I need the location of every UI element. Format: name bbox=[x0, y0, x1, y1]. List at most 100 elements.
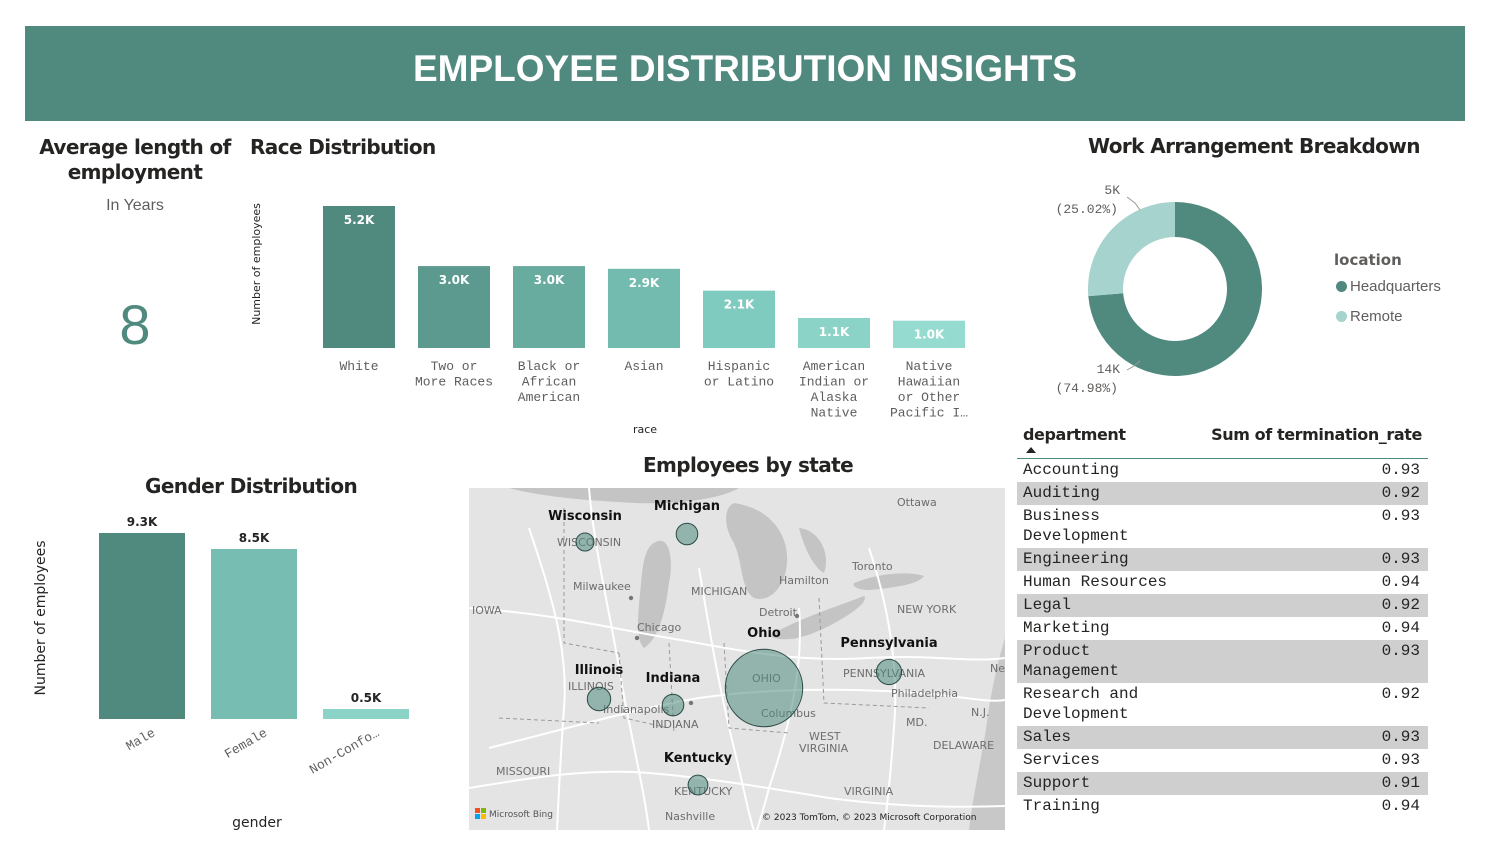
state-label: Indiana bbox=[646, 671, 701, 686]
gender-bar[interactable] bbox=[99, 533, 185, 719]
cell-department-line: Auditing bbox=[1023, 484, 1100, 502]
race-data-label: 1.0K bbox=[914, 328, 945, 342]
donut-label-value: 14K bbox=[1097, 362, 1121, 377]
column-header-department[interactable]: department bbox=[1023, 425, 1126, 444]
race-tick-label: Asian bbox=[624, 359, 663, 374]
legend-item-headquarters[interactable]: Headquarters bbox=[1336, 278, 1441, 295]
logo-square bbox=[475, 808, 480, 813]
race-data-label: 3.0K bbox=[439, 273, 470, 287]
donut-leader-line bbox=[1126, 196, 1141, 211]
bing-logo bbox=[475, 808, 486, 819]
cell-department-line: Development bbox=[1023, 527, 1129, 545]
map-place-label: Indianapolis bbox=[603, 703, 670, 716]
state-border bbox=[563, 508, 620, 654]
map-road bbox=[588, 488, 650, 830]
race-data-label: 3.0K bbox=[534, 273, 565, 287]
table-row[interactable]: Sales 0.93 bbox=[1017, 726, 1428, 749]
map-place-label: Ne bbox=[990, 662, 1005, 675]
state-border bbox=[818, 597, 930, 709]
table-row[interactable]: Business Development 0.93 bbox=[1017, 505, 1428, 548]
table-row[interactable]: Human Resources 0.94 bbox=[1017, 571, 1428, 594]
donut-label-value: 5K bbox=[1104, 183, 1120, 198]
gender-bar[interactable] bbox=[211, 549, 297, 719]
map-attribution: © 2023 TomTom, © 2023 Microsoft Corporat… bbox=[762, 813, 976, 823]
state-bubble-michigan[interactable] bbox=[675, 522, 699, 546]
cell-department-line: Research and bbox=[1023, 685, 1139, 703]
race-tick-label: White bbox=[339, 359, 378, 374]
state-bubble-kentucky[interactable] bbox=[687, 774, 709, 796]
map-place-label: MISSOURI bbox=[496, 765, 550, 778]
donut-chart[interactable]: 5K (25.02%) 14K (74.98%) bbox=[1030, 170, 1290, 410]
table-body: Accounting 0.93 Auditing 0.92 Business Develo… bbox=[1017, 459, 1428, 818]
race-x-axis-title: race bbox=[633, 423, 657, 436]
state-label: Ohio bbox=[747, 626, 781, 641]
race-tick-label: Alaska bbox=[811, 390, 858, 405]
legend-title: location bbox=[1334, 251, 1402, 269]
state-border bbox=[668, 642, 675, 734]
gender-x-axis-title: gender bbox=[232, 815, 282, 831]
state-bubble-ohio[interactable] bbox=[724, 648, 804, 728]
race-tick-label: Hispanic bbox=[708, 359, 770, 374]
cell-termination-rate: 0.92 bbox=[1381, 484, 1420, 502]
table-row[interactable]: Research and Development 0.92 bbox=[1017, 683, 1428, 726]
race-tick-label: Native bbox=[906, 359, 953, 374]
map-canvas[interactable]: OttawaWISCONSINMilwaukeeMICHIGANHamilton… bbox=[469, 488, 1005, 830]
city-dot bbox=[688, 700, 694, 706]
map-place-label: MICHIGAN bbox=[691, 585, 747, 598]
donut-leader-line bbox=[1126, 360, 1141, 371]
gender-bar[interactable] bbox=[323, 709, 409, 719]
state-bubble-indiana[interactable] bbox=[661, 693, 685, 717]
table-row[interactable]: Training 0.94 bbox=[1017, 795, 1428, 818]
logo-square bbox=[481, 808, 486, 813]
state-label: Michigan bbox=[654, 499, 720, 514]
gender-data-label: 0.5K bbox=[351, 691, 382, 705]
race-bar[interactable] bbox=[798, 317, 870, 348]
race-bar[interactable] bbox=[323, 206, 395, 348]
race-tick-label: African bbox=[522, 375, 577, 390]
donut-slice-remote[interactable] bbox=[1088, 202, 1175, 297]
race-bar[interactable] bbox=[418, 266, 490, 348]
table-row[interactable]: Legal 0.92 bbox=[1017, 594, 1428, 617]
cell-department: Business Development bbox=[1023, 506, 1129, 546]
race-bar[interactable] bbox=[703, 290, 775, 348]
legend-item-remote[interactable]: Remote bbox=[1336, 308, 1403, 325]
table-row[interactable]: Auditing 0.92 bbox=[1017, 482, 1428, 505]
race-data-label: 2.9K bbox=[629, 276, 660, 290]
card-title-line1: Average length of bbox=[39, 135, 231, 159]
table-row[interactable]: Services 0.93 bbox=[1017, 749, 1428, 772]
table-row[interactable]: Product Management 0.93 bbox=[1017, 640, 1428, 683]
race-bar[interactable] bbox=[513, 266, 585, 348]
race-bar[interactable] bbox=[608, 268, 680, 348]
table-row[interactable]: Support 0.91 bbox=[1017, 772, 1428, 795]
table-row[interactable]: Marketing 0.94 bbox=[1017, 617, 1428, 640]
map-place-label: Milwaukee bbox=[573, 580, 631, 593]
termination-table[interactable]: department Sum of termination_rate Accou… bbox=[1017, 420, 1428, 818]
city-dot bbox=[794, 613, 800, 619]
table-row[interactable]: Engineering 0.93 bbox=[1017, 548, 1428, 571]
race-bar[interactable] bbox=[893, 320, 965, 348]
gender-chart[interactable]: 9.3K Male 8.5K Female 0.5K Non-Confo… gender Nu… bbox=[20, 500, 440, 840]
cell-department-line: Services bbox=[1023, 751, 1100, 769]
cell-department-line: Sales bbox=[1023, 728, 1072, 746]
gender-tick-label: Non-Confo… bbox=[307, 725, 382, 777]
map-title: Employees by state bbox=[643, 453, 854, 477]
race-tick-label: American bbox=[518, 390, 580, 405]
state-bubble-pennsylvania[interactable] bbox=[875, 658, 903, 686]
race-tick-label: Hawaiian bbox=[898, 375, 960, 390]
map-visual[interactable]: OttawaWISCONSINMilwaukeeMICHIGANHamilton… bbox=[469, 488, 1005, 830]
map-place-label: IOWA bbox=[472, 604, 502, 617]
state-bubble-illinois[interactable] bbox=[586, 686, 612, 712]
cell-department-line: Business bbox=[1023, 507, 1100, 525]
cell-department: Support bbox=[1023, 773, 1090, 793]
state-label: Wisconsin bbox=[548, 509, 622, 524]
state-bubble-wisconsin[interactable] bbox=[575, 532, 595, 552]
table-row[interactable]: Accounting 0.93 bbox=[1017, 459, 1428, 482]
lake-ontario bbox=[853, 573, 924, 590]
sort-arrow-icon[interactable] bbox=[1026, 447, 1036, 453]
map-place-label: Nashville bbox=[665, 810, 715, 823]
donut-slice-headquarters[interactable] bbox=[1088, 202, 1262, 376]
column-header-termination-rate[interactable]: Sum of termination_rate bbox=[1211, 425, 1422, 444]
map-place-label: Detroit bbox=[759, 606, 798, 619]
table-header: department Sum of termination_rate bbox=[1017, 420, 1428, 459]
